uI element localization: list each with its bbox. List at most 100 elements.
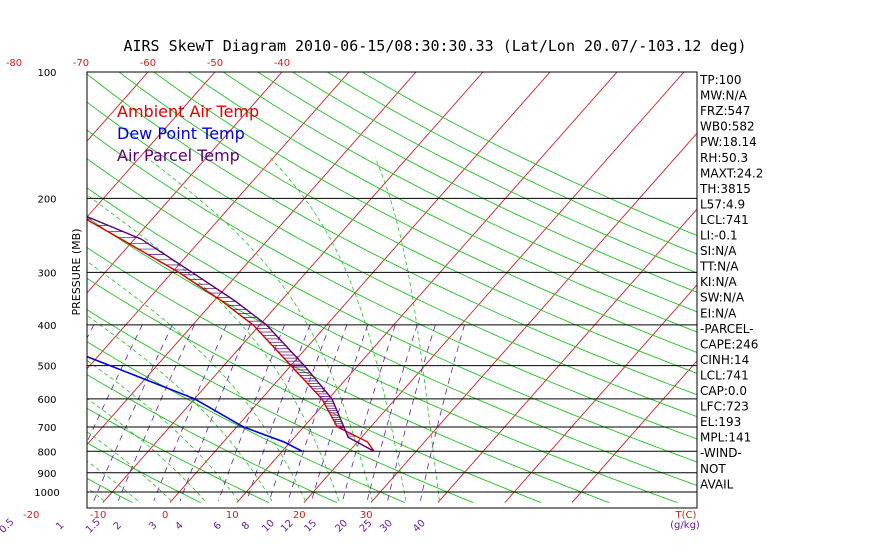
pressure-ticks: 100 200 300 400 500 600 700 800 900 1000: [34, 68, 59, 499]
index-readout: CAPE:246: [700, 337, 758, 351]
legend-entry: Dew Point Temp: [117, 124, 245, 143]
index-readout: AVAIL: [700, 477, 734, 491]
index-readout: -WIND-: [700, 446, 742, 460]
mixing-ratio-tick-label: 4: [173, 520, 185, 532]
isobar-lines: [87, 71, 697, 493]
top-temp-tick-label: -60: [140, 58, 156, 69]
mixing-ratio-tick-label: 30: [378, 518, 395, 535]
index-readout: SW:N/A: [700, 291, 745, 305]
dry-adiabat-line: [188, 72, 697, 333]
index-readout: -PARCEL-: [700, 322, 754, 336]
series-line-dewpoint: [87, 355, 303, 453]
isotherm-line: [0, 72, 14, 503]
index-readout: FRZ:547: [700, 104, 750, 118]
dry-adiabat-line: [87, 73, 697, 396]
bottom-temp-tick-label: -20: [23, 510, 39, 521]
mixing-ratio-line: [387, 324, 436, 501]
mixing-ratio-line: [268, 324, 331, 502]
dry-adiabat-line: [153, 72, 697, 353]
bottom-temp-tick-label: -10: [90, 510, 106, 521]
isotherm-line: [504, 284, 697, 503]
pressure-tick-label: 400: [37, 321, 56, 332]
index-readout: MPL:141: [700, 431, 751, 445]
bottom-temp-tick-label: 30: [360, 510, 373, 521]
chart-title: AIRS SkewT Diagram 2010-06-15/08:30:30.3…: [123, 37, 746, 55]
temperature-unit-label: T(C): [675, 510, 697, 521]
dry-adiabat-line: [87, 101, 697, 418]
pressure-tick-label: 100: [37, 68, 56, 79]
index-readout: TP:100: [699, 73, 742, 87]
index-readout: CINH:14: [700, 353, 749, 367]
pressure-tick-label: 600: [37, 395, 56, 406]
pressure-tick-label: 800: [37, 447, 56, 458]
legend-entry: Air Parcel Temp: [117, 146, 240, 165]
index-readout: NOT: [700, 462, 726, 476]
index-readout: RH:50.3: [700, 151, 748, 165]
mixing-ratio-tick-label: 3: [147, 520, 159, 532]
dry-adiabat-line: [326, 72, 697, 255]
mixing-ratio-tick-label: 10: [260, 518, 277, 535]
index-readout: TT:N/A: [699, 260, 739, 274]
top-temp-tick-label: -50: [207, 58, 223, 69]
index-readout: SI:N/A: [700, 244, 737, 258]
isotherm-line: [87, 72, 216, 218]
mixing-ratio-line: [87, 324, 143, 444]
moist-adiabat-line: [87, 431, 172, 502]
mixing-ratio-line: [0, 325, 34, 501]
legend: Ambient Air Temp Dew Point Temp Air Parcel…: [117, 102, 259, 165]
index-readout: CAP:0.0: [700, 384, 747, 398]
dry-adiabat-line: [0, 72, 64, 503]
mixing-ratio-tick-label: 20: [333, 518, 350, 535]
mixing-ratio-line: [153, 324, 227, 502]
isotherm-line: [87, 72, 283, 294]
index-readout: KI:N/A: [700, 275, 737, 289]
mixing-ratio-line: [366, 324, 418, 501]
moist-adiabat-line: [87, 460, 139, 502]
bottom-temp-tick-label: 20: [293, 510, 306, 521]
top-temp-tick-label: -80: [6, 58, 22, 69]
pressure-tick-label: 500: [37, 362, 56, 373]
index-readout: LCL:741: [700, 213, 749, 227]
index-readout: LI:-0.1: [700, 229, 738, 243]
dry-adiabat-line: [292, 72, 697, 274]
moist-adiabat-line: [146, 157, 373, 501]
top-temp-tick-label: -70: [73, 58, 89, 69]
index-readout: MAXT:24.2: [700, 166, 763, 180]
isotherm-line: [87, 72, 417, 446]
mixing-ratio-line: [420, 324, 465, 501]
isotherm-line: [87, 72, 350, 370]
pressure-tick-label: 1000: [34, 488, 59, 499]
top-temperature-ticks: -120-110-100-90-80-70-60-50-40: [6, 58, 290, 69]
mixing-ratio-tick-label: 1: [54, 520, 66, 532]
mixing-ratio-unit-label: (g/kg): [670, 520, 700, 531]
legend-entry: Ambient Air Temp: [117, 102, 259, 121]
mixing-ratio-line: [287, 324, 348, 502]
isotherm-line: [370, 132, 697, 503]
dry-adiabat-line: [118, 72, 697, 374]
isotherm-line: [236, 72, 618, 503]
isotherm-line: [169, 72, 551, 503]
index-readout: EL:193: [700, 415, 741, 429]
mixing-ratio-line: [117, 324, 195, 502]
isotherm-line: [303, 72, 685, 503]
index-readout: WB0:582: [700, 120, 755, 134]
mixing-ratio-line: [311, 324, 369, 502]
isotherm-line: [0, 72, 81, 503]
bottom-temp-tick-label: 0: [162, 510, 168, 521]
pressure-tick-label: 900: [37, 469, 56, 480]
mixing-ratio-tick-label: 2: [112, 520, 124, 532]
dry-adiabat-line: [361, 72, 697, 237]
mixing-ratio-tick-label: 40: [411, 518, 428, 535]
pressure-tick-label: 300: [37, 268, 56, 279]
index-readout: LFC:723: [700, 400, 749, 414]
mixing-ratio-tick-label: 0.5: [0, 517, 16, 536]
pressure-tick-label: 200: [37, 194, 56, 205]
isotherm-line: [571, 360, 697, 503]
moist-adiabat-line: [87, 314, 273, 502]
isotherm-line: [102, 72, 484, 503]
dry-adiabat-line: [222, 72, 697, 313]
mixing-ratio-tick-label: 6: [212, 520, 224, 532]
